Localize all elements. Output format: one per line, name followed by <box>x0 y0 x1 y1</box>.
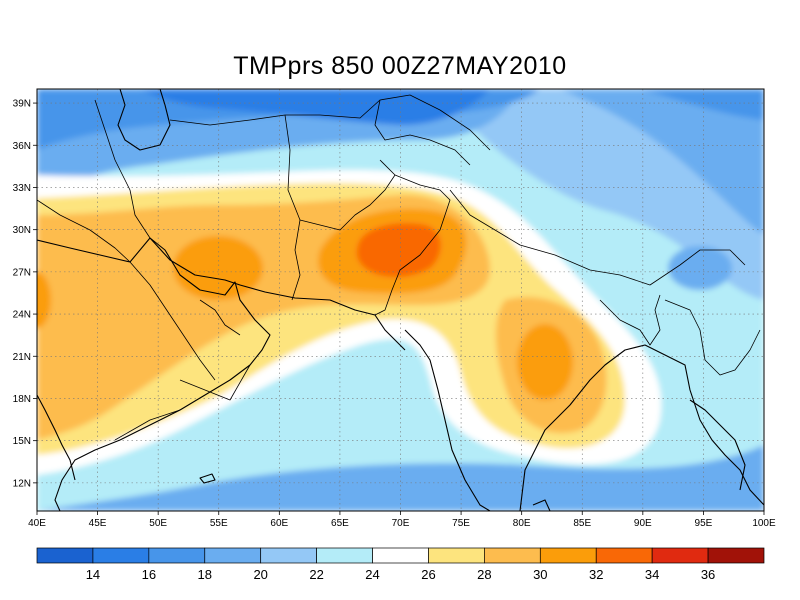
border-yemen <box>114 409 181 441</box>
band-30-32-persian <box>173 236 263 300</box>
colorbar-label: 16 <box>142 567 156 582</box>
lat-tick-label: 33N <box>13 183 31 194</box>
coastlines <box>37 89 764 511</box>
colorbar-label: 24 <box>365 567 379 582</box>
colorbar-label: 30 <box>533 567 547 582</box>
socotra-island <box>199 473 216 484</box>
border-iran-iraq <box>94 99 151 239</box>
border-saudi <box>37 199 216 381</box>
colorbar-swatch <box>484 547 541 564</box>
colorbar-label: 28 <box>477 567 491 582</box>
colorbar: 14 16 18 20 22 24 26 28 30 32 34 36 <box>36 547 765 582</box>
myanmar-coast <box>689 399 746 491</box>
lon-tick-label: 55E <box>210 518 228 529</box>
border-oman-yemen <box>179 364 251 401</box>
lon-tick-label: 90E <box>634 518 652 529</box>
band-30-32-india <box>517 324 573 400</box>
lat-tick-label: 30N <box>13 225 31 236</box>
lon-tick-label: 80E <box>513 518 531 529</box>
lon-tick-label: 100E <box>752 518 776 529</box>
lat-tick-label: 12N <box>13 478 31 489</box>
colorbar-label: 34 <box>645 567 659 582</box>
colorbar-swatch <box>595 547 653 564</box>
colorbar-swatch <box>707 547 765 564</box>
colorbar-swatch <box>148 547 206 564</box>
lon-tick-label: 75E <box>452 518 470 529</box>
colorbar-swatch <box>539 547 597 564</box>
colorbar-label: 18 <box>198 567 212 582</box>
border-pakistan-india <box>374 174 451 316</box>
colorbar-label: 26 <box>421 567 435 582</box>
lat-axis: 12N 15N 18N 21N 24N 27N 30N 33N 36N 39N <box>13 99 37 489</box>
lat-tick-label: 36N <box>13 141 31 152</box>
band-32-34 <box>356 223 441 277</box>
lon-tick-label: 95E <box>695 518 713 529</box>
lon-tick-label: 60E <box>270 518 288 529</box>
band-18-20-low <box>668 246 732 290</box>
border-central-asia <box>169 94 491 151</box>
iran-pakistan-coast <box>149 237 406 351</box>
colorbar-swatch <box>204 547 262 564</box>
band-16-18-east <box>640 89 764 120</box>
border-persian-gulf-states <box>199 299 241 336</box>
band-18-20-east <box>560 89 764 235</box>
border-india-china <box>449 189 746 286</box>
lon-tick-label: 65E <box>331 518 349 529</box>
lon-tick-label: 85E <box>573 518 591 529</box>
lat-tick-label: 18N <box>13 394 31 405</box>
colorbar-label: 14 <box>86 567 100 582</box>
red-sea-west-coast <box>37 394 76 481</box>
sri-lanka-coast <box>532 499 551 511</box>
colorbar-label: 36 <box>701 567 715 582</box>
map-title: TMPprs 850 00Z27MAY2010 <box>233 52 567 80</box>
colorbar-swatch <box>372 547 429 564</box>
lon-tick-label: 45E <box>89 518 107 529</box>
border-india-bangladesh <box>599 294 661 346</box>
colorbar-swatch <box>651 547 709 564</box>
caspian-sea-coast <box>117 89 171 151</box>
border-myanmar <box>664 299 761 376</box>
colorbar-swatch <box>92 547 150 564</box>
lat-tick-label: 21N <box>13 352 31 363</box>
colorbar-label: 32 <box>589 567 603 582</box>
borders <box>37 94 761 441</box>
colorbar-swatch <box>36 547 94 564</box>
lat-tick-label: 15N <box>13 436 31 447</box>
lat-tick-label: 27N <box>13 267 31 278</box>
band-14-16 <box>140 89 490 125</box>
colorbar-label: 22 <box>309 567 323 582</box>
colorbar-swatch <box>316 547 373 564</box>
lon-tick-label: 40E <box>28 518 46 529</box>
border-central-asia-2 <box>374 99 471 166</box>
temperature-field <box>37 89 764 511</box>
lon-tick-label: 70E <box>392 518 410 529</box>
lon-tick-label: 50E <box>149 518 167 529</box>
grid-lines <box>37 89 764 511</box>
colorbar-swatch <box>260 547 317 564</box>
lat-tick-label: 24N <box>13 310 31 321</box>
india-east-coast <box>519 344 764 511</box>
colorbar-label: 20 <box>253 567 267 582</box>
lat-tick-label: 39N <box>13 99 31 110</box>
india-west-coast <box>404 329 491 511</box>
lon-axis: 40E 45E 50E 55E 60E 65E 70E 75E 80E 85E 90E 95E 100E <box>28 511 776 529</box>
colorbar-swatch <box>428 547 485 564</box>
